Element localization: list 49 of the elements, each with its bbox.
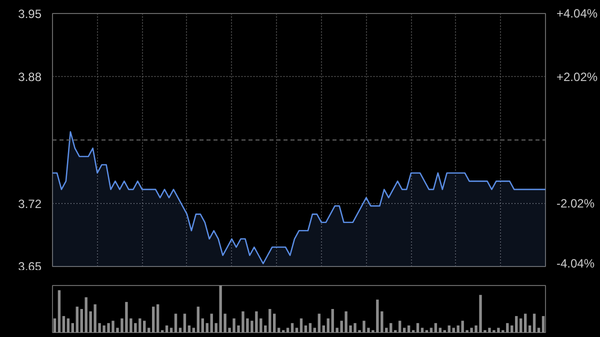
y2-tick-label: -2.02% (556, 196, 595, 210)
bar (326, 318, 330, 332)
bar (308, 323, 312, 332)
bar (62, 316, 66, 332)
y-tick-label: 3.95 (18, 7, 42, 21)
bar (434, 323, 438, 332)
bar (201, 318, 204, 332)
bar (143, 320, 146, 332)
y2-tick-label: +4.04% (556, 6, 598, 20)
bar (322, 325, 325, 332)
bar (264, 325, 267, 332)
bar (206, 323, 208, 332)
bar (398, 320, 402, 332)
bar (188, 325, 191, 332)
bar (510, 325, 514, 332)
bar (66, 318, 70, 332)
y-tick-label: 3.72 (18, 196, 42, 211)
bar (300, 318, 303, 332)
y-tick-label: 3.88 (18, 70, 42, 84)
bar (407, 325, 410, 332)
bar (84, 297, 88, 332)
bar (528, 325, 532, 332)
bar (290, 323, 294, 332)
bar (520, 318, 522, 332)
bar (448, 325, 450, 332)
bar (196, 306, 200, 332)
bar (76, 306, 78, 332)
bar (152, 306, 155, 332)
y2-tick-label: -4.04% (556, 256, 595, 270)
bar (268, 309, 272, 332)
bar (273, 314, 276, 332)
bar (80, 309, 83, 332)
y2-tick-label: +2.02% (556, 70, 598, 84)
bar (58, 290, 61, 332)
bar (542, 316, 545, 332)
bar (318, 314, 321, 332)
bar (174, 314, 178, 332)
bar (53, 318, 56, 332)
bar (416, 323, 420, 332)
bar (524, 314, 527, 332)
bar (156, 304, 160, 332)
bar (515, 316, 518, 332)
bar (304, 325, 308, 332)
bar (183, 314, 186, 332)
bar (165, 325, 168, 332)
bar (331, 309, 334, 332)
bar (71, 323, 74, 332)
bar (390, 323, 392, 332)
bar (532, 314, 536, 332)
